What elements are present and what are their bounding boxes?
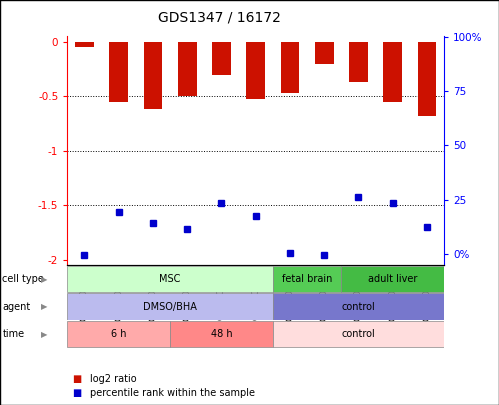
Text: ▶: ▶	[40, 275, 47, 284]
Text: agent: agent	[2, 302, 31, 311]
Text: percentile rank within the sample: percentile rank within the sample	[90, 388, 255, 398]
Text: ■: ■	[72, 388, 82, 398]
Bar	[418, 42, 437, 116]
Bar	[67, 266, 273, 292]
Text: cell type: cell type	[2, 274, 44, 284]
Bar	[247, 42, 265, 98]
Bar	[273, 293, 444, 320]
Text: GDS1347 / 16172: GDS1347 / 16172	[158, 10, 281, 24]
Bar	[273, 321, 444, 347]
Text: ▶: ▶	[40, 302, 47, 311]
Text: ▶: ▶	[40, 330, 47, 339]
Text: fetal brain: fetal brain	[282, 274, 332, 284]
Bar	[109, 42, 128, 102]
Bar	[349, 42, 368, 82]
Text: ■: ■	[72, 374, 82, 384]
Text: log2 ratio: log2 ratio	[90, 374, 136, 384]
Text: MSC: MSC	[159, 274, 181, 284]
Bar	[75, 42, 94, 47]
Text: DMSO/BHA: DMSO/BHA	[143, 302, 197, 311]
Text: 6 h: 6 h	[111, 329, 126, 339]
Bar	[341, 266, 444, 292]
Bar	[170, 321, 273, 347]
Bar	[212, 42, 231, 75]
Text: control: control	[342, 329, 375, 339]
Bar	[383, 42, 402, 102]
Bar	[67, 293, 273, 320]
Bar	[144, 42, 162, 109]
Text: time: time	[2, 329, 24, 339]
Bar	[178, 42, 197, 96]
Text: 48 h: 48 h	[211, 329, 233, 339]
Bar	[67, 321, 170, 347]
Bar	[280, 42, 299, 93]
Text: control: control	[342, 302, 375, 311]
Bar	[315, 42, 334, 64]
Text: adult liver: adult liver	[368, 274, 418, 284]
Bar	[273, 266, 341, 292]
